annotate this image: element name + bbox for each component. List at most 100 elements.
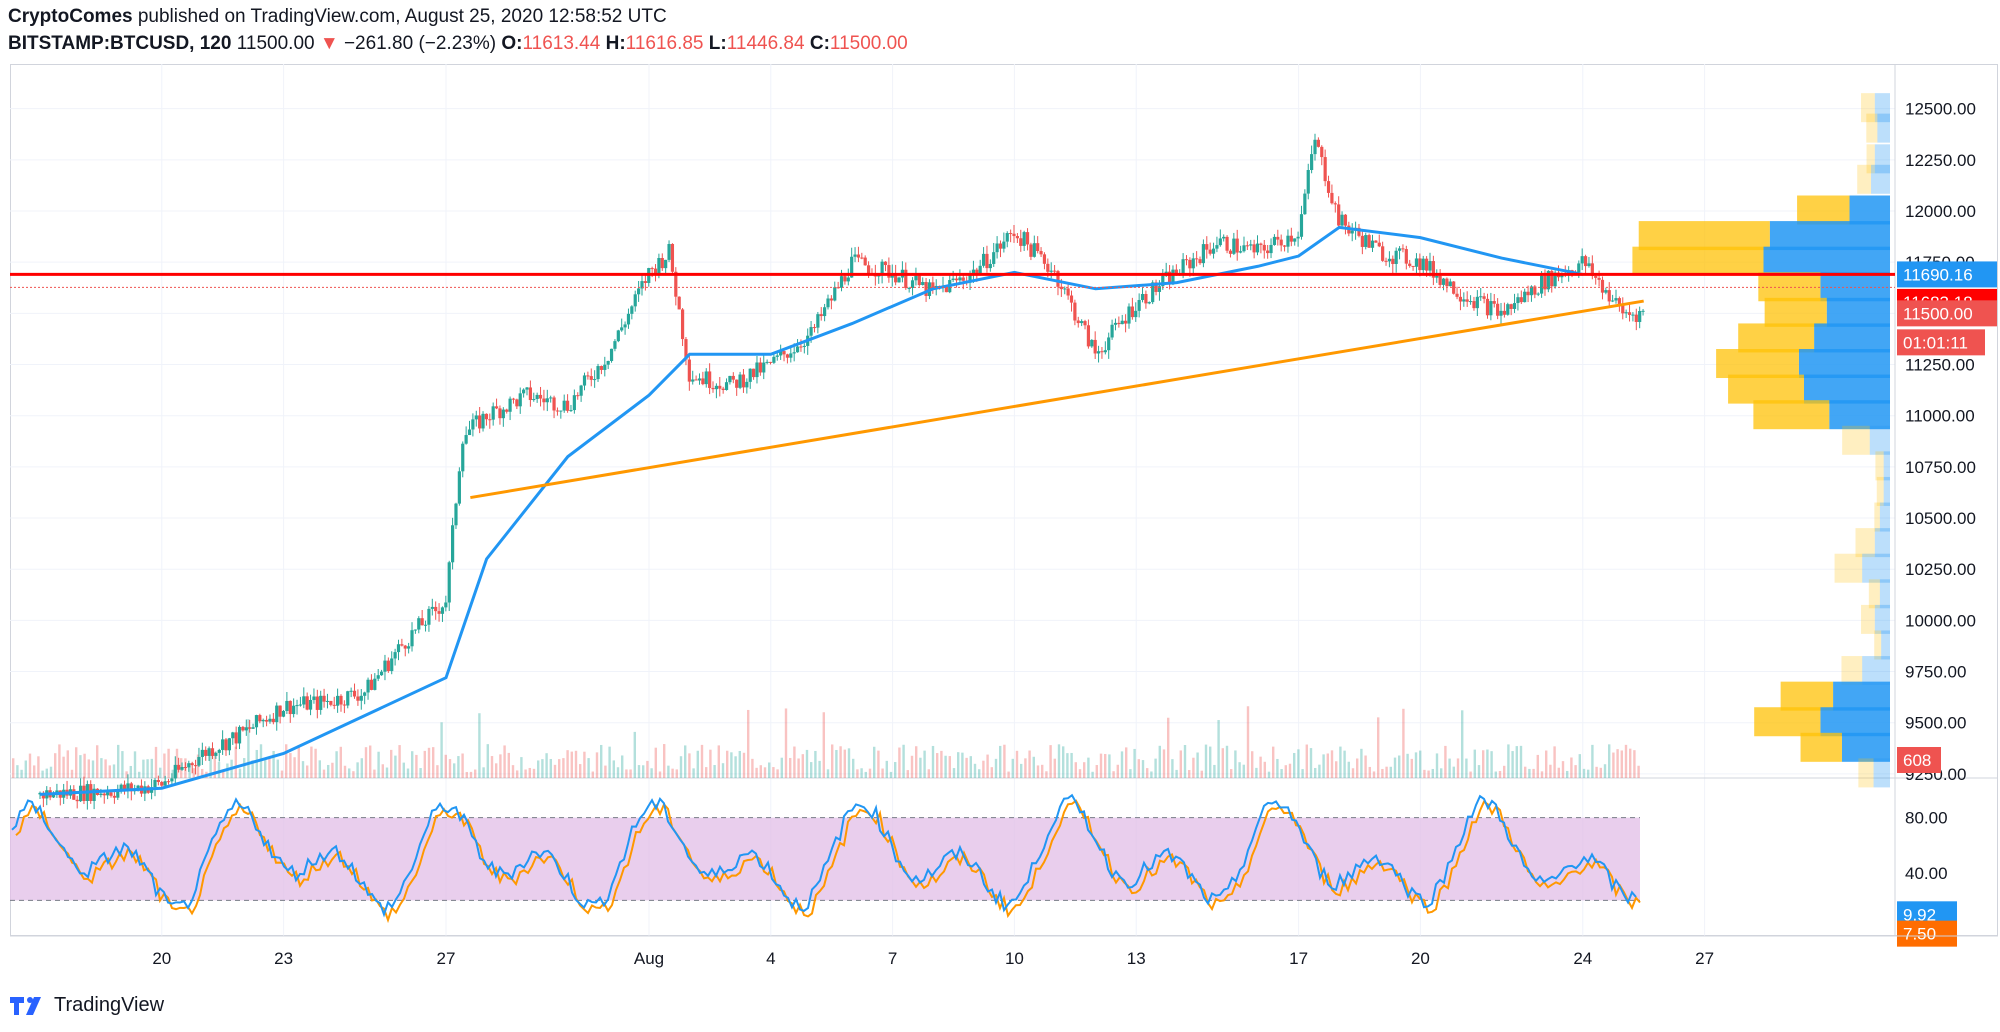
volume-bar — [843, 749, 846, 778]
volume-bar — [1137, 759, 1140, 778]
volume-bar — [1553, 746, 1556, 778]
volume-bar — [1024, 758, 1027, 778]
volume-bar — [142, 759, 145, 778]
volume-bar — [1402, 708, 1405, 778]
volume-bar — [633, 731, 636, 778]
candle-body — [758, 362, 762, 373]
candle-body — [51, 793, 56, 798]
volume-bar — [780, 757, 783, 778]
candle-body — [856, 254, 861, 258]
candle-body — [1259, 243, 1263, 245]
candle-body — [430, 606, 434, 609]
resistance-price-tag-bg — [1897, 261, 1997, 288]
candle-body — [1384, 260, 1388, 262]
volume-bar — [1637, 765, 1640, 778]
candle-body — [1479, 296, 1483, 298]
candle-body — [1140, 293, 1145, 300]
volume-bar — [390, 749, 393, 778]
candle-body — [1100, 351, 1104, 353]
volume-bar — [864, 771, 867, 778]
candle-body — [1032, 243, 1036, 257]
price-tick-label: 11000.00 — [1905, 407, 1975, 426]
volume-bar — [1377, 717, 1380, 778]
candle-body — [464, 435, 468, 444]
stoch-tick-label: 40.00 — [1905, 864, 1948, 883]
candle-body — [1343, 214, 1348, 226]
volume-bar — [789, 757, 792, 778]
candle-body — [241, 726, 245, 731]
volume-bar — [1041, 764, 1044, 778]
volume-bar — [222, 769, 225, 778]
volume-bar — [159, 767, 162, 778]
volume-bar — [1557, 767, 1560, 778]
volume-bar — [889, 771, 893, 778]
volume-bar — [49, 766, 53, 778]
candle-body — [329, 700, 333, 705]
volume-bar — [411, 751, 414, 778]
tradingview-logo[interactable]: TradingView — [10, 994, 164, 1017]
volume-bar — [301, 761, 305, 778]
volume-bar — [1410, 758, 1413, 778]
volume-bar — [675, 769, 678, 778]
volume-bar — [1536, 754, 1539, 778]
volume-bar — [163, 753, 166, 778]
volume-bar — [339, 746, 342, 778]
candle-body — [971, 269, 976, 276]
volume-bar — [20, 769, 23, 778]
candle-body — [1577, 263, 1581, 273]
candle-body — [921, 282, 925, 285]
price-tick-label: 11250.00 — [1905, 356, 1975, 375]
volume-bar — [381, 764, 384, 778]
volume-bar — [1255, 767, 1258, 778]
candle-body — [1445, 278, 1449, 287]
candle-body — [1516, 297, 1520, 304]
candle-body — [664, 259, 668, 269]
symbol-label[interactable]: BITSTAMP:BTCUSD, 120 — [8, 33, 232, 54]
volume-bar — [1154, 758, 1157, 778]
volume-bar — [1028, 750, 1031, 778]
candle-body — [812, 327, 817, 329]
volume-bar — [684, 745, 687, 778]
candle-body — [423, 624, 428, 626]
candle-body — [674, 271, 678, 297]
candle-body — [1286, 235, 1290, 247]
volume-bar — [805, 749, 809, 778]
volume-profile-up-bar — [1833, 681, 1890, 711]
volume-bar — [1192, 757, 1195, 778]
candle-body — [248, 727, 252, 729]
candle-body — [978, 265, 982, 275]
volume-bar — [104, 759, 107, 778]
candle-body — [775, 355, 779, 357]
candle-body — [1337, 204, 1341, 226]
candle-body — [1512, 303, 1517, 309]
volume-bar — [1263, 761, 1266, 778]
volume-bar — [1196, 752, 1199, 778]
volume-bar — [1633, 750, 1636, 778]
candle-body — [1374, 240, 1378, 243]
volume-profile-up-bar — [1798, 349, 1890, 379]
volume-bar — [545, 753, 548, 778]
volume-bar — [432, 747, 435, 778]
candle-body — [308, 699, 313, 710]
candle-body — [1015, 236, 1019, 239]
volume-bar — [734, 756, 737, 778]
volume-bar — [138, 771, 141, 778]
volume-bar — [591, 771, 594, 778]
volume-bar — [306, 765, 309, 778]
volume-bar — [629, 769, 632, 778]
volume-bar — [894, 762, 897, 778]
volume-profile-up-bar — [1869, 425, 1890, 455]
volume-bar — [532, 768, 536, 778]
volume-bar — [1566, 770, 1569, 778]
candle-body — [447, 562, 451, 603]
candle-body — [839, 276, 844, 288]
candle-body — [816, 314, 820, 328]
candle-body — [153, 779, 157, 788]
volume-bar — [457, 756, 460, 778]
volume-bar — [747, 709, 750, 778]
volume-profile-up-bar — [1874, 528, 1890, 558]
author-name[interactable]: CryptoComes — [8, 6, 133, 27]
volume-bar — [1473, 749, 1476, 778]
candle-body — [741, 374, 746, 388]
